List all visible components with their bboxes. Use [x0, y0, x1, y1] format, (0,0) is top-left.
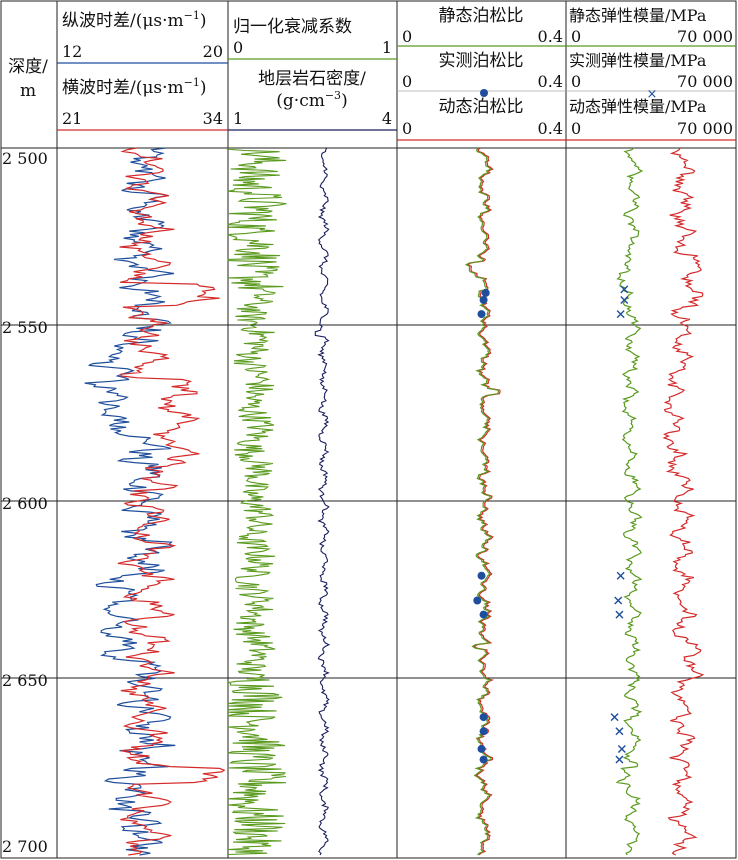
depth-grid: [1, 324, 736, 679]
track1-curves: [84, 147, 226, 856]
measured-poisson-legend-dot: [480, 89, 488, 97]
measured-modulus-point-7: [615, 727, 624, 736]
track4-header: 静态弹性模量/MPa 0 70 000 实测弹性模量/MPa 0 70 000 …: [566, 6, 736, 141]
depth-tick-2550: 2 550: [2, 318, 48, 337]
measured-modulus-point-4: [614, 596, 623, 605]
measured-poisson-point-6: [479, 713, 488, 722]
static-modulus-curve: [615, 147, 644, 856]
dynamic-modulus-title: 动态弹性模量/MPa: [569, 97, 707, 116]
measured-modulus-points: [610, 285, 629, 764]
density-title-line1: 地层岩石密度/: [258, 69, 366, 89]
depth-tick-2600: 2 600: [2, 494, 48, 513]
static-modulus-title: 静态弹性模量/MPa: [569, 6, 707, 25]
measured-poisson-point-4: [473, 596, 482, 605]
measured-poisson-point-5: [479, 610, 488, 619]
measured-modulus-max: 70 000: [677, 72, 733, 91]
measured-modulus-point-2: [616, 310, 625, 319]
dynamic-poisson-max: 0.4: [538, 119, 563, 138]
depth-tick-labels: 2 500 2 550 2 600 2 650 2 700: [2, 149, 48, 856]
track4-curves: [615, 147, 705, 856]
depth-axis-label-line2: m: [20, 81, 36, 101]
depth-tick-2500: 2 500: [2, 149, 48, 168]
s-wave-slowness-title: 横波时差/(μs·m−1): [62, 76, 207, 98]
measured-poisson-point-3: [477, 571, 486, 580]
dynamic-poisson-title: 动态泊松比: [439, 97, 524, 117]
p-wave-slowness-max: 20: [203, 42, 223, 61]
measured-modulus-point-1: [620, 296, 629, 304]
depth-axis-label-line1: 深度/: [8, 57, 48, 77]
depth-tick-2650: 2 650: [2, 671, 48, 690]
s-wave-slowness-max: 34: [203, 109, 223, 128]
measured-poisson-point-2: [477, 310, 486, 319]
measured-modulus-point-0: [620, 285, 629, 294]
density-curve: [314, 147, 331, 856]
attenuation-max: 1: [382, 38, 392, 57]
measured-modulus-point-5: [615, 610, 624, 619]
measured-poisson-min: 0: [402, 72, 412, 91]
measured-poisson-points: [473, 288, 490, 764]
depth-tick-2700: 2 700: [2, 837, 48, 856]
measured-modulus-min: 0: [571, 72, 581, 91]
measured-modulus-point-6: [610, 713, 619, 722]
measured-modulus-title: 实测弹性模量/MPa: [569, 51, 707, 70]
attenuation-curve: [226, 147, 287, 856]
measured-poisson-title: 实测泊松比: [439, 51, 524, 71]
dynamic-modulus-curve: [662, 147, 705, 856]
measured-modulus-point-3: [616, 571, 625, 580]
static-poisson-min: 0: [402, 27, 412, 46]
track3-curves: [464, 147, 501, 856]
measured-poisson-point-7: [479, 727, 488, 736]
measured-poisson-max: 0.4: [538, 72, 563, 91]
s-wave-slowness-curve: [117, 147, 226, 856]
measured-poisson-point-9: [479, 755, 488, 764]
attenuation-title: 归一化衰减系数: [233, 17, 352, 37]
measured-poisson-point-1: [479, 296, 488, 304]
s-wave-slowness-min: 21: [62, 109, 82, 128]
track2-header: 归一化衰减系数 0 1 地层岩石密度/ (g·cm−3) 1 4: [228, 17, 397, 131]
density-min: 1: [233, 109, 243, 128]
static-poisson-max: 0.4: [538, 27, 563, 46]
static-modulus-max: 70 000: [677, 27, 733, 46]
track3-header: 静态泊松比 0 0.4 实测泊松比 0 0.4 动态泊松比 0 0.4: [397, 6, 566, 141]
static-poisson-curve: [464, 147, 500, 856]
density-title-line2: (g·cm−3): [276, 89, 347, 111]
attenuation-min: 0: [233, 38, 243, 57]
track2-curves: [226, 147, 331, 856]
p-wave-slowness-min: 12: [62, 42, 82, 61]
p-wave-slowness-curve: [84, 147, 176, 856]
measured-modulus-point-8: [617, 744, 626, 753]
p-wave-slowness-title: 纵波时差/(μs·m−1): [62, 9, 207, 31]
measured-poisson-point-8: [477, 744, 486, 753]
measured-modulus-point-9: [615, 755, 624, 764]
static-poisson-title: 静态泊松比: [439, 6, 524, 26]
dynamic-modulus-min: 0: [571, 119, 581, 138]
measured-poisson-point-0: [481, 288, 490, 297]
dynamic-modulus-max: 70 000: [677, 119, 733, 138]
track1-header: 纵波时差/(μs·m−1) 12 20 横波时差/(μs·m−1) 21 34: [57, 9, 228, 131]
dynamic-poisson-min: 0: [402, 119, 412, 138]
density-max: 4: [382, 109, 392, 128]
measured-modulus-legend-cross: ×: [647, 87, 658, 102]
static-modulus-min: 0: [571, 27, 581, 46]
